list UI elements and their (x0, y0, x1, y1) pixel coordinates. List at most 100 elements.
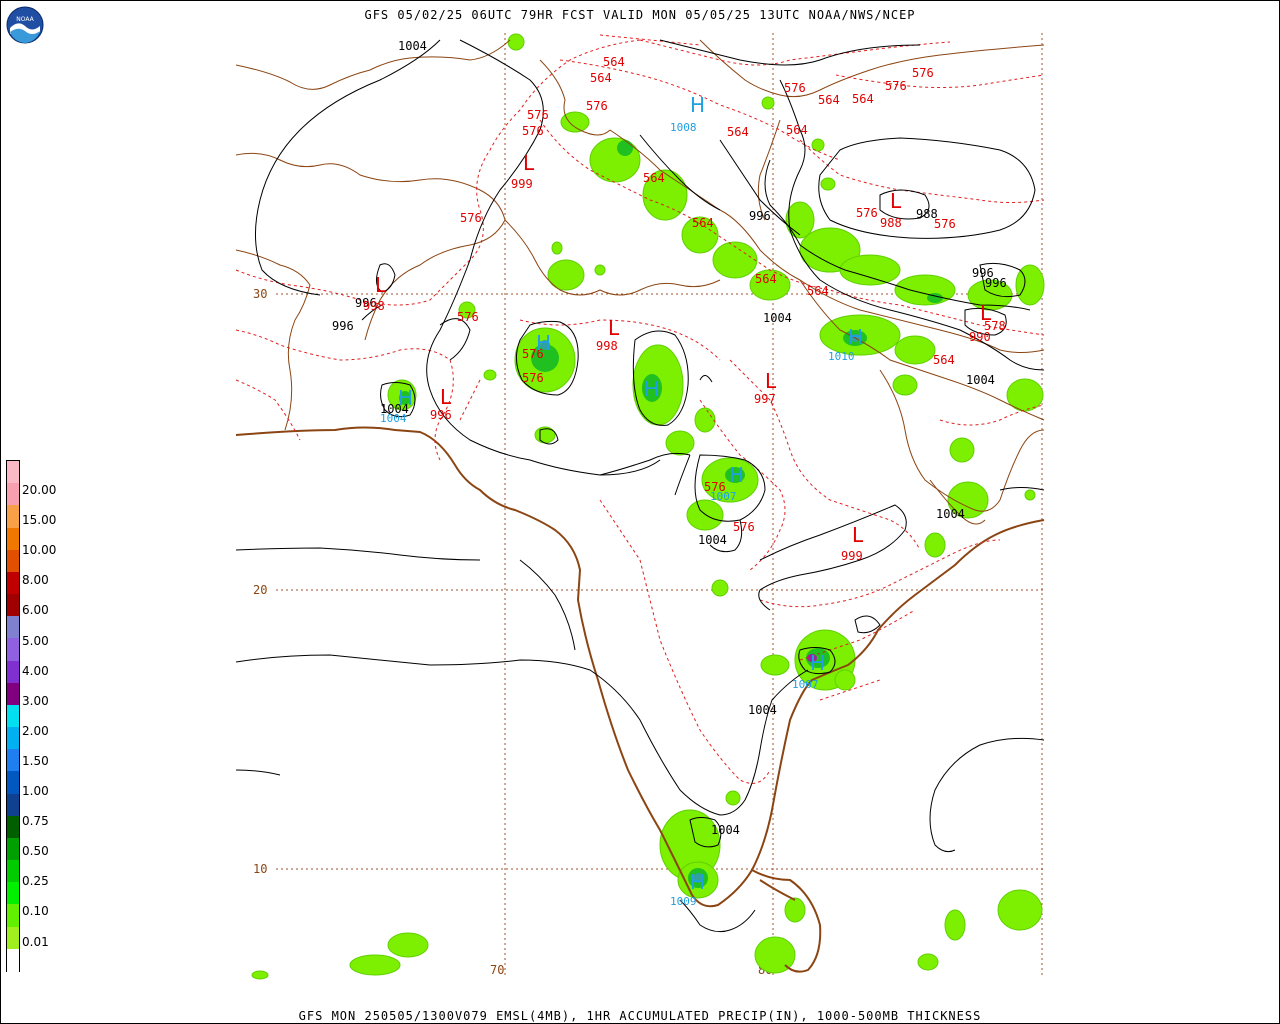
pressure-label: 1004 (748, 703, 777, 717)
chart-title: GFS 05/02/25 06UTC 79HR FCST VALID MON 0… (364, 8, 916, 22)
low-center-value: 999 (841, 549, 863, 563)
legend-label: 5.00 (22, 633, 49, 648)
thickness-label: 564 (786, 123, 808, 137)
legend-label: 0.01 (22, 934, 49, 949)
legend-label: 8.00 (22, 573, 49, 588)
legend-color-swatch (7, 860, 19, 884)
low-center-value: 990 (969, 330, 991, 344)
thickness-label: 576 (522, 347, 544, 361)
low-center-value: 988 (880, 216, 902, 230)
legend-color-swatch (7, 704, 19, 728)
low-center-value: 996 (430, 408, 452, 422)
legend-color-swatch (7, 483, 19, 507)
precip-color-legend (6, 460, 20, 972)
low-center-symbol: L (523, 151, 535, 175)
low-center-symbol: L (440, 385, 452, 409)
high-center-symbol: H (536, 331, 551, 355)
pressure-label: 1004 (698, 533, 727, 547)
thickness-label: 564 (807, 284, 829, 298)
high-center-symbol: H (810, 651, 825, 675)
low-center-value: 998 (596, 339, 618, 353)
low-center-value: 997 (754, 392, 776, 406)
legend-color-swatch (7, 926, 19, 950)
thickness-label: 576 (784, 81, 806, 95)
high-center-value: 1009 (670, 895, 697, 908)
legend-color-swatch (7, 749, 19, 773)
pressure-label: 1004 (398, 39, 427, 53)
legend-label: 10.00 (22, 543, 57, 558)
thickness-label: 564 (852, 92, 874, 106)
high-center-value: 1007 (710, 490, 737, 503)
legend-color-swatch (7, 815, 19, 839)
legend-color-swatch (7, 461, 19, 484)
pressure-label: 1004 (936, 507, 965, 521)
high-center-value: 1010 (828, 350, 855, 363)
legend-label: 15.00 (22, 513, 57, 528)
lat-label-20: 20 (253, 583, 267, 597)
legend-color-swatch (7, 682, 19, 706)
legend-label: 4.00 (22, 663, 49, 678)
pressure-label: 996 (355, 296, 377, 310)
thickness-label: 564 (818, 93, 840, 107)
high-center-symbol: H (690, 93, 705, 117)
pressure-label: 996 (332, 319, 354, 333)
legend-color-swatch (7, 904, 19, 928)
legend-color-swatch (7, 505, 19, 529)
legend-label: 20.00 (22, 483, 57, 497)
thickness-label: 576 (527, 108, 549, 122)
legend-label: 0.50 (22, 844, 49, 859)
lat-label-30: 30 (253, 287, 267, 301)
low-center-group: L L L L L L L L (375, 151, 992, 547)
high-center-group: H H H H H H H H (398, 93, 863, 894)
low-center-symbol: L (375, 273, 387, 297)
low-center-value: 999 (511, 177, 533, 191)
thickness-label: 576 (733, 520, 755, 534)
legend-label: 1.50 (22, 753, 49, 768)
country-borders (235, 39, 1045, 525)
legend-color-swatch (7, 837, 19, 861)
low-value-group: 999 988 998 996 998 997 999 990 (363, 177, 991, 563)
low-center-symbol: L (890, 189, 902, 213)
thickness-label: 564 (643, 171, 665, 185)
thickness-label: 576 (856, 206, 878, 220)
low-center-symbol: L (852, 523, 864, 547)
thickness-label: 564 (692, 216, 714, 230)
legend-color-swatch (7, 549, 19, 573)
noaa-logo-icon: NOAA (6, 6, 44, 44)
pressure-label: 1004 (711, 823, 740, 837)
legend-color-swatch (7, 527, 19, 551)
map-area (236, 33, 1044, 977)
legend-color-swatch (7, 948, 19, 972)
pressure-label: 1004 (763, 311, 792, 325)
thickness-label: 564 (933, 353, 955, 367)
thickness-label: 564 (727, 125, 749, 139)
coastline (235, 426, 1045, 973)
legend-color-swatch (7, 660, 19, 684)
legend-label: 0.10 (22, 904, 49, 919)
legend-color-swatch (7, 571, 19, 595)
legend-label: 0.25 (22, 874, 49, 889)
thickness-label: 578 (984, 319, 1006, 333)
legend-color-swatch (7, 616, 19, 640)
low-center-value: 998 (363, 299, 385, 313)
legend-label: 0.75 (22, 814, 49, 829)
thickness-label: 576 (704, 480, 726, 494)
high-center-symbol: H (729, 463, 744, 487)
noaa-logo-text: NOAA (16, 16, 34, 23)
thickness-label: 576 (457, 310, 479, 324)
low-center-symbol: L (765, 369, 777, 393)
pressure-label: 996 (972, 266, 994, 280)
legend-color-swatch (7, 771, 19, 795)
low-center-symbol: L (980, 301, 992, 325)
high-center-symbol: H (398, 386, 413, 410)
pressure-label: 1004 (380, 402, 409, 416)
thickness-label: 576 (885, 79, 907, 93)
precip-areas (251, 33, 1045, 980)
chart-footer: GFS MON 250505/1300V079 EMSL(4MB), 1HR A… (298, 1009, 982, 1023)
legend-color-swatch (7, 882, 19, 906)
pressure-label: 996 (985, 276, 1007, 290)
legend-label: 3.00 (22, 693, 49, 708)
high-value-group: 1008 1010 1004 1007 1007 1009 (380, 121, 855, 908)
lat-label-10: 10 (253, 862, 267, 876)
